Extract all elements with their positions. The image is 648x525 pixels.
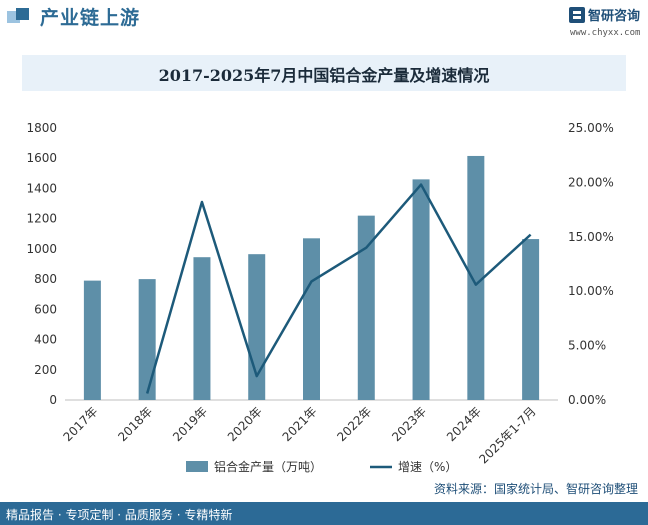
legend-bar-label: 铝合金产量（万吨） <box>214 459 322 474</box>
y-left-tick-label: 1600 <box>26 151 57 165</box>
chain-icon <box>7 8 29 23</box>
chart-title-band: 2017-2025年7月中国铝合金产量及增速情况 <box>22 55 626 91</box>
y-left-tick-label: 400 <box>34 333 57 347</box>
y-left-tick-label: 200 <box>34 363 57 377</box>
legend-line-label: 增速（%） <box>398 460 457 474</box>
header: 产业链上游 智研咨询 www.chyxx.com <box>0 0 648 44</box>
bar <box>303 238 320 400</box>
growth-line <box>145 183 532 394</box>
bar <box>248 254 266 400</box>
footer-text: 精品报告 · 专项定制 · 品质服务 · 专精特新 <box>6 508 233 522</box>
y-left-tick-label: 1400 <box>26 181 57 195</box>
x-tick-label: 2019年 <box>170 404 210 444</box>
x-tick-label: 2021年 <box>280 404 320 444</box>
y-right-tick-label: 20.00% <box>568 175 614 189</box>
y-right-tick-label: 10.00% <box>568 284 614 298</box>
y-left-tick-label: 1000 <box>26 242 57 256</box>
footer: 精品报告 · 专项定制 · 品质服务 · 专精特新 <box>0 502 648 525</box>
brand: 智研咨询 www.chyxx.com <box>568 4 648 40</box>
brand-url: www.chyxx.com <box>570 28 641 38</box>
x-tick-label: 2025年1-7月 <box>476 404 538 466</box>
y-left-tick-label: 1800 <box>26 121 57 135</box>
y-left-tick-label: 0 <box>49 393 57 407</box>
bar <box>467 155 485 400</box>
bar <box>138 279 156 400</box>
y-right-tick-label: 15.00% <box>568 230 614 244</box>
brand-name: 智研咨询 <box>588 9 641 24</box>
chart: 0 200 400 600 800 1000 1200 1400 1600 1800 0.00% 5.… <box>26 121 614 474</box>
bar <box>193 257 211 400</box>
x-tick-label: 2024年 <box>444 404 484 444</box>
source-note: 资料来源：国家统计局、智研咨询整理 <box>433 482 638 496</box>
x-tick-label: 2023年 <box>389 404 429 444</box>
x-tick-label: 2022年 <box>334 404 374 444</box>
page-title: 产业链上游 <box>40 7 141 29</box>
bar <box>83 280 101 400</box>
y-left-tick-label: 600 <box>34 302 57 316</box>
chart-title: 2017-2025年7月中国铝合金产量及增速情况 <box>158 66 490 85</box>
y-left-tick-label: 800 <box>34 272 57 286</box>
bar <box>412 179 430 400</box>
bar <box>522 239 540 400</box>
x-tick-label: 2017年 <box>61 404 101 444</box>
x-tick-label: 2018年 <box>115 404 155 444</box>
y-right-tick-label: 25.00% <box>568 121 614 135</box>
bar <box>357 215 375 400</box>
brand-logo-icon <box>569 7 585 23</box>
y-right-tick-label: 5.00% <box>568 339 606 353</box>
legend-bar-swatch <box>186 461 208 472</box>
x-tick-label: 2020年 <box>225 404 265 444</box>
y-right-tick-label: 0.00% <box>568 393 606 407</box>
y-left-tick-label: 1200 <box>26 212 57 226</box>
